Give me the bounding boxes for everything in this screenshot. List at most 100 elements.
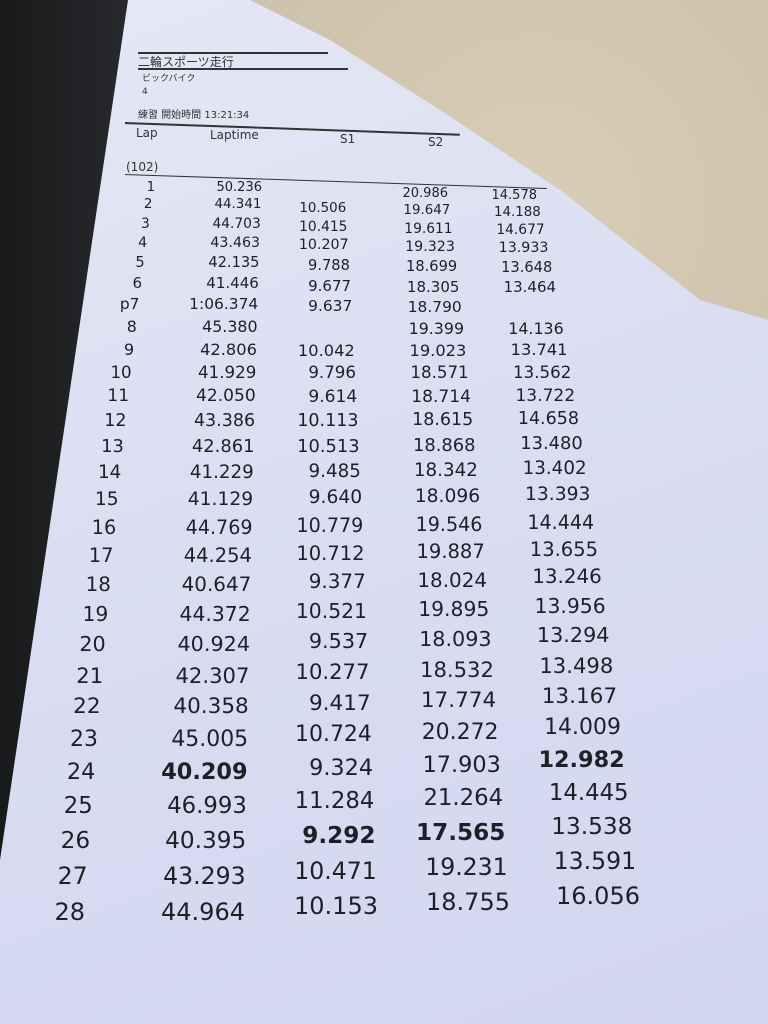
cell-s3: 13.722 (515, 385, 576, 406)
entry-number: 4 (142, 87, 148, 97)
lap-number: 24 (66, 759, 96, 786)
cell-s2: 19.887 (416, 540, 485, 564)
cell-s1: 10.277 (295, 659, 370, 685)
cell-laptime: 44.341 (214, 197, 262, 213)
lap-number: 18 (85, 572, 111, 596)
cell-s1: 10.153 (294, 892, 378, 920)
lap-number: 27 (57, 862, 88, 891)
cell-s1: 10.779 (296, 514, 364, 538)
session-start: 練習 開始時間 13:21:34 (138, 110, 250, 121)
cell-laptime: 46.993 (167, 793, 247, 820)
cell-laptime: 50.236 (216, 180, 263, 195)
lap-number: 19 (82, 602, 109, 626)
cell-laptime: 43.386 (193, 410, 256, 431)
cell-s1: 10.724 (295, 722, 372, 748)
cell-s3: 13.393 (525, 484, 591, 506)
cell-s2: 18.790 (407, 297, 462, 316)
cell-s2: 18.093 (419, 626, 492, 651)
cell-laptime: 42.806 (200, 339, 257, 359)
lap-number: 8 (126, 317, 137, 337)
lap-number: 1 (146, 180, 155, 195)
cell-s2: 19.895 (418, 597, 490, 622)
cell-s2: 19.647 (403, 202, 451, 218)
cell-s1: 9.640 (308, 487, 363, 509)
lap-number: 14 (98, 462, 122, 484)
cell-s2: 19.231 (425, 852, 508, 881)
divider (138, 68, 348, 70)
cell-s1: 10.042 (297, 340, 355, 360)
cell-s2: 18.571 (410, 363, 469, 383)
cell-s3: 16.056 (556, 882, 640, 910)
lap-number: 21 (76, 662, 104, 688)
cell-s1: 9.324 (309, 754, 374, 781)
cell-s3: 14.445 (548, 779, 629, 806)
divider (138, 52, 328, 54)
cell-s3: 13.294 (536, 623, 610, 648)
lap-number: 3 (141, 215, 150, 232)
cell-laptime: 45.005 (171, 726, 249, 752)
cell-s1: 9.485 (308, 461, 361, 483)
cell-s2: 20.986 (402, 186, 449, 201)
cell-s2: 18.342 (413, 460, 478, 482)
cell-s2: 19.546 (415, 513, 483, 537)
cell-s2: 18.096 (414, 486, 481, 508)
cell-s2: 18.755 (426, 888, 510, 916)
cell-laptime: 40.358 (173, 694, 249, 720)
lap-number: 4 (138, 234, 148, 251)
cell-s1: 9.637 (308, 297, 353, 316)
cell-s2: 18.868 (413, 435, 476, 457)
cell-s3: 14.658 (517, 409, 579, 430)
cell-laptime: 40.924 (177, 632, 251, 657)
cell-laptime: 45.380 (202, 317, 258, 337)
cell-s3: 14.444 (527, 510, 595, 534)
cell-s3: 14.136 (508, 318, 564, 338)
cell-s1: 10.415 (299, 218, 348, 235)
cell-s3: 14.677 (496, 221, 545, 238)
cell-s1: 9.788 (308, 256, 350, 274)
lap-number: p7 (119, 295, 140, 314)
cell-laptime: 1:06.374 (189, 295, 259, 314)
cell-s1: 10.207 (298, 237, 349, 254)
cell-s1: 9.377 (308, 570, 366, 594)
cell-laptime: 41.229 (189, 462, 254, 484)
lap-number: 28 (54, 898, 85, 926)
lap-number: 12 (104, 410, 127, 431)
cell-s3: 13.741 (510, 340, 568, 360)
lap-number: 23 (70, 726, 98, 752)
col-header-s2: S2 (428, 135, 444, 149)
lap-number: 13 (101, 436, 124, 458)
lap-number: 6 (132, 274, 143, 293)
divider (124, 174, 547, 189)
group-label: (102) (126, 160, 159, 174)
cell-s1: 10.471 (294, 856, 377, 885)
cell-s1: 10.506 (299, 201, 347, 217)
sheet-title: 二輪スポーツ走行 (138, 55, 234, 69)
cell-laptime: 41.446 (206, 274, 259, 293)
lap-number: 22 (73, 694, 101, 720)
cell-s3: 13.655 (529, 537, 599, 561)
cell-s2: 19.023 (409, 340, 467, 360)
cell-s2: 18.615 (412, 410, 474, 431)
cell-s3: 12.982 (538, 747, 625, 773)
cell-s3: 13.956 (534, 594, 606, 618)
cell-laptime: 40.209 (161, 759, 248, 786)
cell-s2: 18.532 (420, 657, 494, 683)
cell-s1: 9.292 (302, 822, 376, 850)
cell-laptime: 42.861 (191, 436, 255, 458)
cell-s2: 21.264 (423, 784, 504, 811)
cell-s3: 13.167 (541, 683, 618, 709)
col-header-lap: Lap (136, 126, 158, 140)
cell-s3: 14.009 (544, 715, 621, 740)
cell-s3: 13.933 (498, 239, 549, 256)
cell-laptime: 42.135 (208, 254, 260, 272)
lap-number: 20 (79, 632, 106, 657)
cell-laptime: 44.703 (212, 215, 261, 232)
cell-s1: 10.513 (297, 435, 360, 457)
cell-s2: 19.323 (405, 238, 455, 255)
cell-laptime: 42.307 (175, 662, 250, 688)
cell-s3: 13.246 (532, 565, 602, 589)
cell-s2: 19.611 (404, 220, 453, 237)
cell-s1: 9.417 (308, 690, 371, 716)
cell-s3: 13.562 (513, 362, 572, 382)
cell-s1: 9.537 (308, 629, 369, 654)
